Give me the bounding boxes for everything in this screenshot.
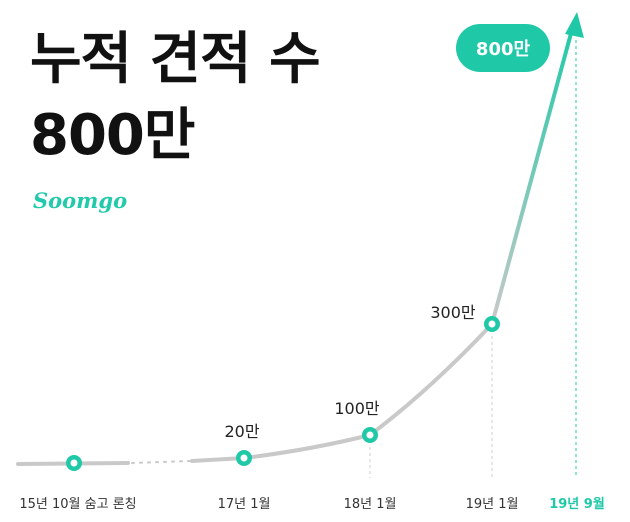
x-label-18-jan: 18년 1월 <box>344 497 397 512</box>
segment-gap <box>131 460 191 464</box>
final-value-badge: 800만 <box>456 24 550 72</box>
data-label-20: 20만 <box>224 422 259 441</box>
marker-17-jan <box>236 450 252 466</box>
x-label-19-sep: 19년 9월 <box>549 496 605 512</box>
chart-title: 누적 견적 수 800만 <box>30 22 321 174</box>
data-label-100: 100만 <box>334 399 380 418</box>
data-label-300: 300만 <box>430 303 476 322</box>
segment-to-300 <box>368 322 494 437</box>
segment-to-100 <box>242 433 372 460</box>
marker-19-jan <box>484 316 500 332</box>
marker-launch <box>66 455 82 471</box>
x-label-17-jan: 17년 1월 <box>218 497 271 512</box>
soomgo-logo: Soomgo <box>33 188 128 213</box>
marker-18-jan <box>362 427 378 443</box>
title-line-2: 800만 <box>30 103 195 168</box>
x-label-19-jan: 19년 1월 <box>466 497 519 512</box>
segment-to-20 <box>190 456 246 463</box>
title-line-1: 누적 견적 수 <box>30 27 321 92</box>
segment-to-800 <box>490 24 575 326</box>
x-label-launch: 15년 10월 숨고 론칭 <box>19 497 136 512</box>
arrow-head-icon <box>565 12 584 38</box>
